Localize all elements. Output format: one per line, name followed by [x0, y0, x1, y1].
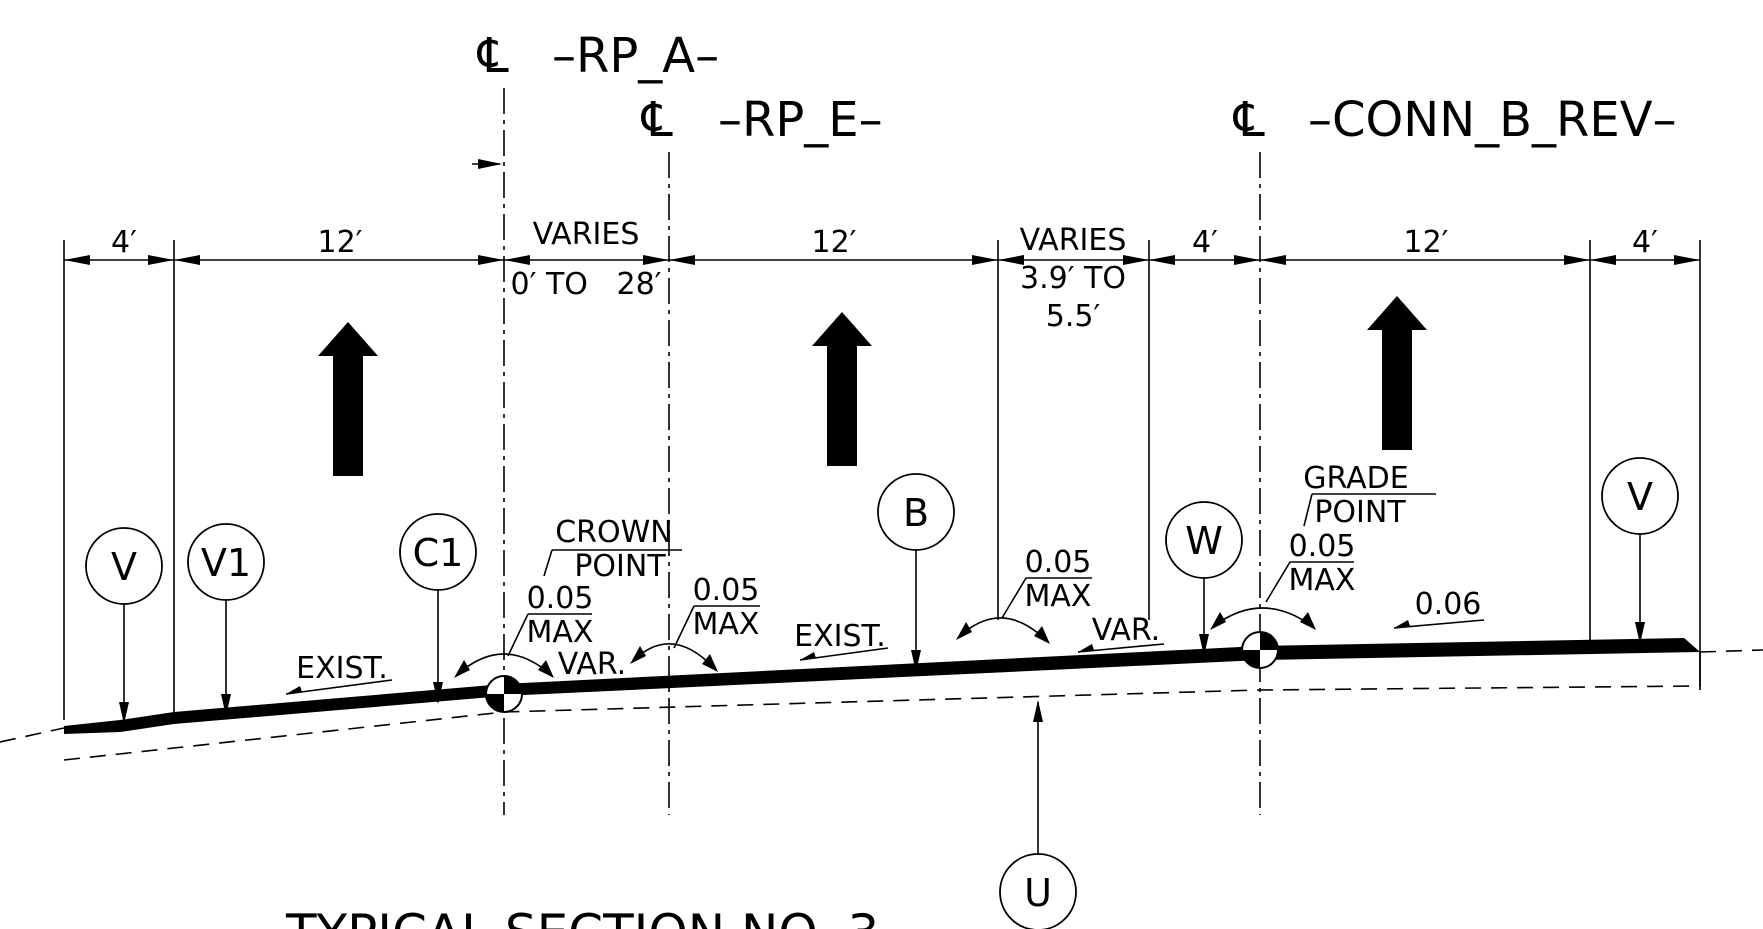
slope-label-exist-2: EXIST. [794, 619, 888, 660]
note-line: MAX [693, 607, 760, 642]
svg-text:0.06: 0.06 [1415, 587, 1482, 622]
callout-v-right: V [1602, 458, 1678, 644]
dimension-line [64, 255, 1700, 265]
centerline-label: –RP_A– [552, 28, 719, 84]
slope-note-mid: 0.05 MAX [630, 573, 760, 672]
centerline-label: –RP_E– [718, 92, 883, 148]
crown-point-note: CROWN POINT [544, 515, 682, 584]
callout-label: B [903, 491, 929, 535]
subgrade-line [64, 686, 1700, 760]
centerline-symbol: ℄ [1233, 92, 1265, 148]
note-line: 0.05 [1289, 529, 1356, 564]
svg-text:VAR.: VAR. [1092, 613, 1160, 648]
callout-label: W [1185, 519, 1223, 563]
note-line: POINT [574, 549, 666, 584]
section-title: TYPICAL SECTION NO. 3 [285, 904, 879, 929]
centerline-conn-b-rev: ℄ –CONN_B_REV– [1233, 92, 1677, 148]
dim-varies-2-range: 3.9′ TO [1020, 261, 1126, 296]
note-line: MAX [1025, 579, 1092, 614]
existing-ground-line [0, 728, 64, 742]
note-line: MAX [527, 615, 594, 650]
existing-ground-line [1700, 650, 1763, 652]
callout-label: V [111, 545, 137, 589]
centerline-rp-e: ℄ –RP_E– [641, 92, 883, 148]
dim-lane-2: 12′ [812, 225, 857, 260]
callout-label: V [1627, 475, 1653, 519]
svg-text:EXIST.: EXIST. [296, 651, 388, 686]
centerline-symbol: ℄ [641, 92, 673, 148]
dimension-labels: 4′ 12′ VARIES 0′ TO 28′ 12′ VARIES 3.9′ … [111, 217, 1658, 334]
note-line: 0.05 [527, 581, 594, 616]
note-line: POINT [1314, 495, 1406, 530]
slope-label-exist-1: EXIST. [286, 651, 392, 694]
callout-v-left: V [86, 528, 162, 724]
dim-lane-3: 12′ [1404, 225, 1449, 260]
callout-u: U [1000, 700, 1076, 929]
centerline-rp-a: ℄ –RP_A– [477, 28, 719, 84]
svg-text:VAR.: VAR. [558, 647, 626, 682]
dim-lane-1: 12′ [318, 225, 363, 260]
callout-v1: V1 [188, 524, 264, 716]
callout-w: W [1166, 502, 1242, 656]
slope-note-right-a: 0.05 MAX [956, 545, 1092, 644]
grade-point-symbol [1242, 632, 1278, 668]
note-line: CROWN [555, 515, 673, 550]
callout-c1: C1 [400, 514, 476, 704]
dim-shoulder-right: 4′ [1632, 225, 1658, 260]
dim-varies-2-max: 5.5′ [1046, 299, 1101, 334]
dim-shoulder-left: 4′ [111, 225, 137, 260]
callout-b: B [878, 474, 954, 672]
dim-varies-1: VARIES [533, 217, 640, 252]
note-line: MAX [1289, 563, 1356, 598]
grade-point-note: GRADE POINT [1303, 461, 1436, 530]
svg-text:EXIST.: EXIST. [794, 619, 886, 654]
note-line: GRADE [1303, 461, 1408, 496]
direction-arrow-icon [1367, 296, 1427, 450]
callout-label: C1 [413, 531, 464, 575]
offset-arrowhead [478, 159, 502, 169]
direction-arrow-icon [812, 312, 872, 466]
dim-shoulder-mid: 4′ [1192, 225, 1218, 260]
note-line: 0.05 [693, 573, 760, 608]
centerline-symbol: ℄ [477, 28, 509, 84]
crown-point-symbol [486, 676, 522, 712]
direction-arrow-icon [318, 322, 378, 476]
centerline-label: –CONN_B_REV– [1308, 92, 1677, 148]
dim-varies-2: VARIES [1020, 223, 1127, 258]
note-line: 0.05 [1025, 545, 1092, 580]
dim-varies-1-range: 0′ TO 28′ [511, 267, 662, 302]
slope-label-var-2: VAR. [1078, 613, 1164, 652]
callout-label: U [1024, 871, 1052, 915]
callout-label: V1 [201, 541, 251, 585]
slope-label-006: 0.06 [1394, 587, 1484, 628]
